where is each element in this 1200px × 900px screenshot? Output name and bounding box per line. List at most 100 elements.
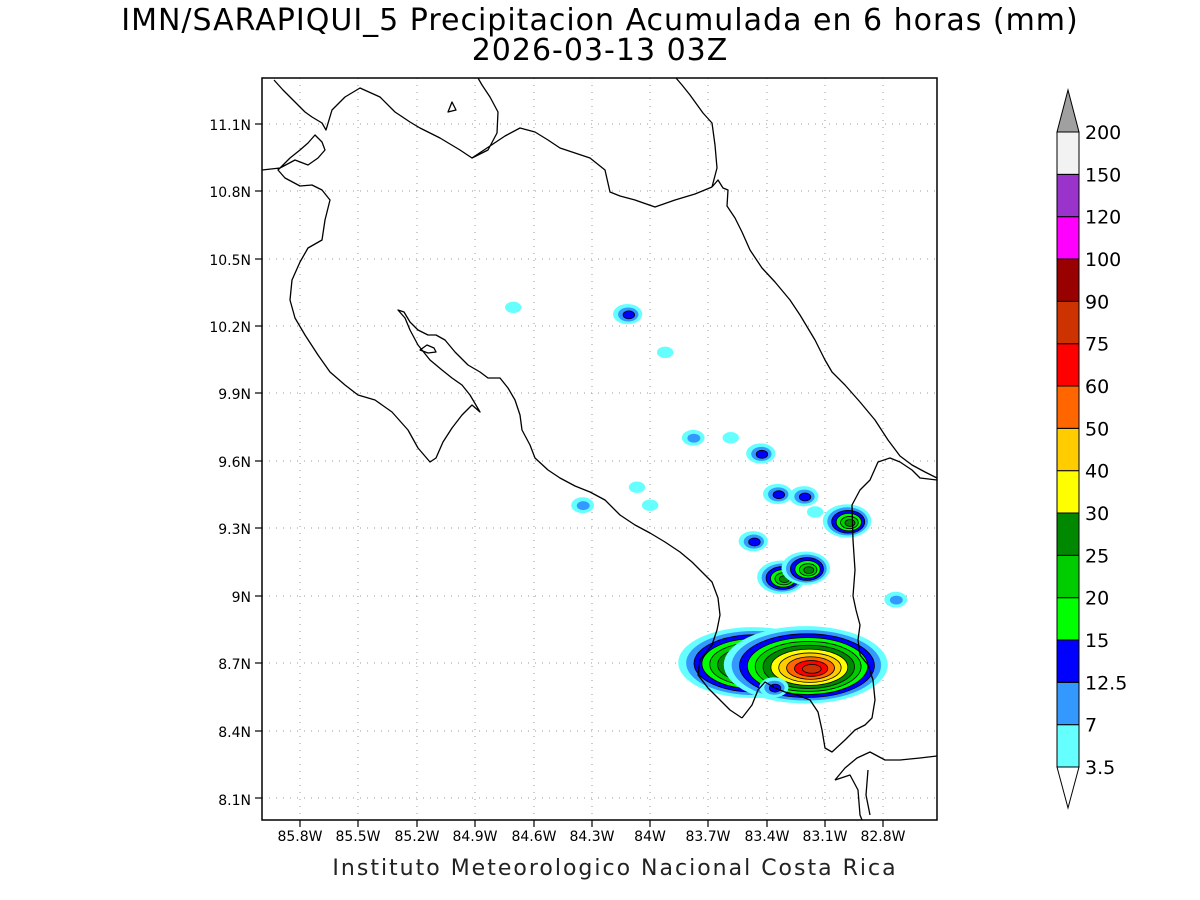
panama-border-north — [851, 457, 937, 597]
coastlines — [262, 78, 937, 820]
colorbar-label: 15 — [1085, 630, 1109, 652]
precipitation-cell — [746, 443, 776, 464]
precipitation-cell — [789, 486, 819, 507]
lake-island — [447, 101, 457, 113]
colorbar-box — [1056, 681, 1080, 726]
colorbar-label: 7 — [1085, 715, 1097, 737]
burica-peninsula — [834, 751, 937, 781]
colorbar-box — [1056, 131, 1080, 175]
colorbar-label: 30 — [1085, 503, 1109, 525]
colorbar-label: 100 — [1085, 249, 1121, 271]
y-tick-label: 11.1N — [209, 118, 251, 134]
colorbar-box — [1056, 343, 1080, 387]
precipitation-cell — [613, 303, 643, 325]
precipitation-contour — [687, 433, 701, 443]
x-tick-label: 85.2W — [394, 829, 439, 845]
colorbar-label: 40 — [1085, 461, 1109, 483]
y-tick-label: 9.6N — [218, 455, 251, 471]
x-tick-label: 85.8W — [277, 829, 322, 845]
precipitation-cell — [822, 504, 872, 538]
colorbar-box — [1056, 300, 1080, 345]
precipitation-contour — [755, 449, 769, 459]
y-tick-label: 8.4N — [218, 725, 251, 741]
caribbean-coast — [675, 78, 718, 188]
footer-credit: Instituto Meteorologico Nacional Costa R… — [332, 856, 898, 881]
panama-border-south — [834, 769, 871, 820]
precipitation-contour — [889, 595, 903, 605]
colorbar-label: 120 — [1085, 207, 1121, 229]
x-tick-label: 82.8W — [860, 829, 905, 845]
x-tick-label: 85.5W — [335, 829, 380, 845]
colorbar-label: 60 — [1085, 376, 1109, 398]
precipitation-contour — [505, 301, 522, 314]
precipitation-contour — [576, 501, 590, 511]
guanacaste-coast — [262, 134, 743, 719]
colorbar-label: 20 — [1085, 588, 1109, 610]
precipitation-contour — [641, 499, 659, 511]
precipitation-cell — [656, 346, 674, 359]
osa-peninsula-coast — [741, 595, 876, 753]
nicaragua-lake-shore — [273, 78, 499, 159]
nicoya-island — [419, 344, 437, 354]
precipitation-contour — [628, 481, 646, 493]
precipitation-contour — [803, 566, 815, 575]
colorbar-box — [1056, 724, 1080, 768]
precipitation-cell — [628, 481, 646, 493]
precipitation-cell — [505, 301, 522, 314]
map-frame — [261, 77, 938, 821]
y-tick-label: 9.3N — [218, 522, 251, 538]
precipitation-contour — [772, 490, 785, 500]
colorbar-under-arrow — [1056, 766, 1080, 810]
precipitation-contour — [748, 537, 761, 547]
precipitation-contour — [656, 346, 674, 359]
colorbar-box — [1056, 470, 1080, 514]
colorbar-box — [1056, 639, 1080, 683]
x-tick-label: 84.3W — [569, 829, 614, 845]
colorbar: 3.5 7 12.5 15 20 25 30 40 50 60 75 90 100 120 150 200 — [1056, 88, 1127, 810]
precipitation-contour — [801, 664, 822, 674]
precipitation-contour — [798, 492, 812, 502]
x-tick-label: 83.1W — [802, 829, 847, 845]
axis-ticks — [255, 123, 884, 827]
colorbar-box — [1056, 512, 1080, 556]
caribbean-coast-cr — [711, 179, 937, 479]
y-tick-label: 10.2N — [209, 320, 251, 336]
colorbar-box — [1056, 385, 1080, 429]
y-tick-label: 10.8N — [209, 185, 251, 201]
precipitation-cell — [571, 497, 595, 514]
precipitation-cell — [806, 506, 824, 518]
colorbar-label: 75 — [1085, 334, 1109, 356]
colorbar-label: 200 — [1085, 122, 1121, 144]
nicaragua-costa-rica-border — [471, 127, 713, 208]
x-tick-label: 84.9W — [452, 829, 497, 845]
y-tick-label: 8.1N — [218, 793, 251, 809]
colorbar-over-arrow — [1056, 88, 1080, 133]
precipitation-cell — [738, 531, 768, 552]
precipitation-cell — [763, 483, 793, 505]
precipitation-contour — [622, 310, 635, 320]
colorbar-box — [1056, 258, 1080, 302]
colorbar-box — [1056, 427, 1080, 472]
precipitation-cell — [781, 551, 830, 585]
map-title: IMN/SARAPIQUI_5 Precipitacion Acumulada … — [121, 3, 1079, 38]
colorbar-label: 90 — [1085, 291, 1109, 313]
precipitation-cell — [723, 626, 888, 704]
colorbar-label: 25 — [1085, 545, 1109, 567]
precipitation-contour — [806, 506, 824, 518]
precipitation-layer — [505, 301, 908, 704]
colorbar-box — [1056, 554, 1080, 599]
y-tick-label: 9N — [232, 590, 251, 606]
precipitation-cell — [884, 591, 908, 608]
map-timestamp: 2026-03-13 03Z — [471, 33, 729, 68]
colorbar-box — [1056, 597, 1080, 641]
x-tick-label: 83.4W — [744, 829, 789, 845]
y-tick-label: 8.7N — [218, 657, 251, 673]
x-tick-label: 84.6W — [511, 829, 556, 845]
colorbar-box — [1056, 216, 1080, 260]
colorbar-label: 50 — [1085, 418, 1109, 440]
x-tick-label: 83.7W — [685, 829, 730, 845]
colorbar-label: 150 — [1085, 164, 1121, 186]
colorbar-box — [1056, 173, 1080, 218]
precipitation-cell — [641, 499, 659, 511]
